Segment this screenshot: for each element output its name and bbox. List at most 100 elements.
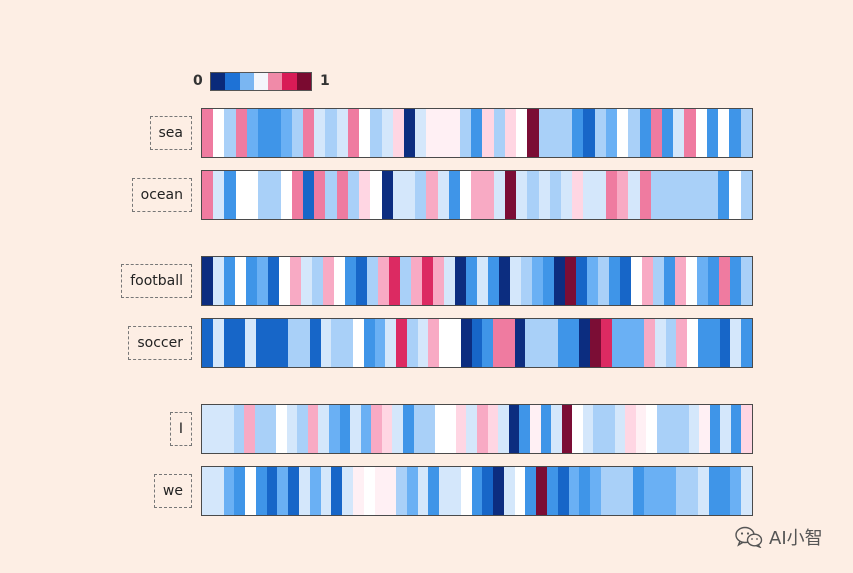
word-label-we: we	[153, 474, 192, 508]
embedding-cell	[635, 405, 647, 453]
embedding-cell	[350, 405, 361, 453]
embedding-cell	[371, 405, 382, 453]
embedding-cell	[257, 257, 268, 305]
embedding-cell	[654, 319, 666, 367]
embedding-cell	[202, 257, 213, 305]
embedding-cell	[708, 257, 719, 305]
embedding-cell	[620, 257, 631, 305]
embedding-cell	[460, 467, 472, 515]
embedding-strip-ocean	[201, 170, 753, 220]
legend-swatch	[239, 73, 254, 90]
embedding-cell	[449, 319, 461, 367]
embedding-cell	[557, 319, 569, 367]
embedding-cell	[415, 109, 427, 157]
embedding-cell	[466, 257, 477, 305]
watermark: AI小智	[735, 524, 823, 550]
embedding-cell	[342, 319, 353, 367]
embedding-cell	[254, 405, 266, 453]
embedding-cell	[708, 319, 720, 367]
embedding-cell	[676, 319, 688, 367]
embedding-cell	[718, 171, 730, 219]
embedding-cell	[611, 319, 623, 367]
embedding-cell	[411, 257, 422, 305]
embedding-cell	[290, 257, 301, 305]
embedding-cell	[392, 171, 404, 219]
embedding-cell	[611, 467, 623, 515]
embedding-cell	[493, 467, 504, 515]
embedding-cell	[644, 467, 655, 515]
legend-swatch	[253, 73, 269, 90]
embedding-cell	[639, 171, 651, 219]
embedding-cell	[688, 405, 700, 453]
embedding-cell	[434, 405, 446, 453]
embedding-cell	[439, 319, 450, 367]
embedding-cell	[654, 467, 666, 515]
embedding-cell	[675, 257, 686, 305]
wechat-icon	[735, 526, 763, 548]
embedding-cell	[572, 405, 583, 453]
embedding-cell	[719, 467, 731, 515]
embedding-cell	[224, 257, 235, 305]
embedding-cell	[741, 257, 752, 305]
embedding-cell	[741, 405, 752, 453]
embedding-cell	[603, 405, 615, 453]
embedding-cell	[213, 109, 225, 157]
embedding-cell	[706, 171, 719, 219]
embedding-cell	[719, 257, 730, 305]
watermark-text: AI小智	[769, 528, 823, 549]
embedding-cell	[740, 171, 752, 219]
embedding-cell	[445, 405, 456, 453]
embedding-cell	[258, 109, 270, 157]
embedding-cell	[455, 405, 467, 453]
embedding-cell	[385, 467, 397, 515]
embedding-cell	[291, 171, 303, 219]
embedding-cell	[718, 109, 730, 157]
embedding-cell	[374, 319, 386, 367]
embedding-cell	[510, 257, 521, 305]
embedding-cell	[532, 257, 543, 305]
embedding-cell	[224, 171, 236, 219]
embedding-cell	[514, 319, 526, 367]
embedding-cell	[695, 171, 707, 219]
embedding-cell	[258, 171, 270, 219]
embedding-cell	[307, 405, 319, 453]
embedding-cell	[557, 467, 569, 515]
embedding-cell	[202, 405, 213, 453]
embedding-cell	[540, 405, 552, 453]
embedding-cell	[572, 171, 584, 219]
embedding-cell	[415, 171, 427, 219]
embedding-cell	[422, 257, 433, 305]
embedding-cell	[448, 109, 461, 157]
embedding-cell	[650, 109, 662, 157]
embedding-cell	[644, 319, 655, 367]
embedding-cell	[301, 257, 312, 305]
embedding-cell	[288, 319, 300, 367]
embedding-cell	[370, 109, 382, 157]
embedding-cell	[493, 319, 504, 367]
embedding-cell	[255, 467, 267, 515]
embedding-cell	[503, 319, 515, 367]
embedding-cell	[527, 109, 539, 157]
embedding-cell	[400, 257, 411, 305]
embedding-cell	[381, 171, 393, 219]
embedding-cell	[359, 171, 371, 219]
embedding-cell	[508, 405, 520, 453]
embedding-cell	[223, 467, 235, 515]
embedding-cell	[302, 109, 315, 157]
embedding-cell	[417, 319, 429, 367]
embedding-cell	[417, 467, 429, 515]
embedding-cell	[266, 467, 278, 515]
embedding-cell	[279, 257, 290, 305]
embedding-cell	[312, 257, 323, 305]
embedding-cell	[356, 257, 367, 305]
embedding-cell	[525, 319, 537, 367]
embedding-cell	[381, 405, 393, 453]
embedding-cell	[684, 109, 696, 157]
embedding-cell	[633, 467, 645, 515]
embedding-cell	[426, 109, 438, 157]
embedding-cell	[378, 257, 389, 305]
embedding-cell	[471, 319, 483, 367]
legend-swatch	[268, 73, 283, 90]
embedding-cell	[664, 257, 675, 305]
embedding-cell	[325, 171, 337, 219]
